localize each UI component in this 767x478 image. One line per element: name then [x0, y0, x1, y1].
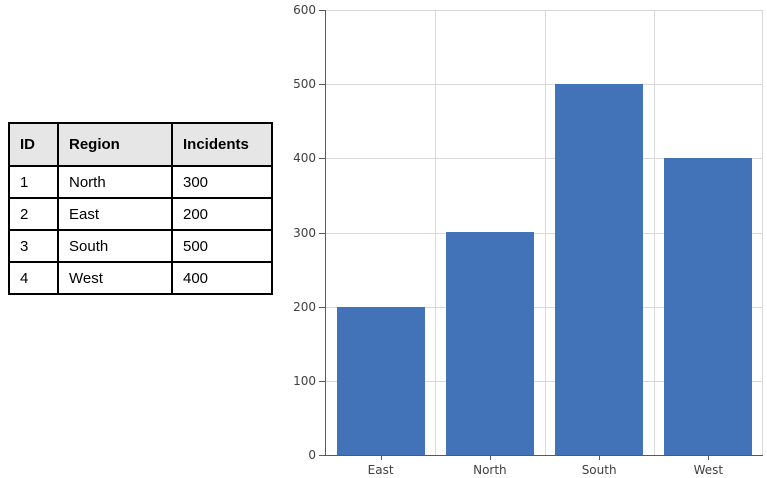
table-row: 3 South 500: [8, 229, 273, 263]
x-axis-label: North: [473, 463, 507, 477]
y-axis-label: 600: [293, 3, 316, 17]
table-row: 2 East 200: [8, 197, 273, 231]
y-axis-label: 100: [293, 374, 316, 388]
y-axis-tick: [319, 381, 326, 382]
table-cell: 500: [171, 229, 273, 263]
gridline-vertical: [762, 10, 763, 455]
table-cell: 400: [171, 261, 273, 295]
table-cell: North: [57, 165, 173, 199]
x-axis-label: East: [367, 463, 394, 477]
gridline-vertical: [654, 10, 655, 455]
table-cell: 2: [8, 197, 59, 231]
incidents-table: ID Region Incidents 1 North 300 2 East 200 3 Sout…: [8, 122, 273, 295]
gridline-horizontal: [326, 84, 763, 85]
table-cell: 300: [171, 165, 273, 199]
table-cell: 200: [171, 197, 273, 231]
gridline-vertical: [545, 10, 546, 455]
y-axis-label: 200: [293, 300, 316, 314]
gridline-horizontal: [326, 10, 763, 11]
y-axis-tick: [319, 233, 326, 234]
x-axis-tick: [599, 455, 600, 460]
table-cell: South: [57, 229, 173, 263]
bar-west: [664, 158, 753, 455]
column-header-incidents: Incidents: [171, 122, 273, 167]
bar-south: [555, 84, 644, 455]
y-axis-label: 500: [293, 77, 316, 91]
y-axis-tick: [319, 158, 326, 159]
incidents-table-body: 1 North 300 2 East 200 3 South 500 4 West 400: [8, 165, 273, 295]
y-axis-tick: [319, 455, 326, 456]
x-axis-tick: [708, 455, 709, 460]
incidents-table-header: ID Region Incidents: [8, 122, 273, 167]
table-cell: West: [57, 261, 173, 295]
bar-chart-plot-area: 0 100 200 300 400 500 600 East North South West: [293, 3, 763, 477]
gridline-horizontal: [326, 158, 763, 159]
column-header-id: ID: [8, 122, 59, 167]
table-cell: 4: [8, 261, 59, 295]
column-header-region: Region: [57, 122, 173, 167]
table-row: 4 West 400: [8, 261, 273, 295]
y-axis-tick: [319, 84, 326, 85]
header-row: ID Region Incidents: [8, 122, 273, 167]
y-axis-tick: [319, 10, 326, 11]
gridline-horizontal: [326, 381, 763, 382]
x-axis-tick: [490, 455, 491, 460]
x-axis-label: South: [581, 463, 617, 477]
y-axis-label: 400: [293, 151, 316, 165]
table-row: 1 North 300: [8, 165, 273, 199]
x-axis-tick: [381, 455, 382, 460]
table-cell: 1: [8, 165, 59, 199]
y-axis-tick: [319, 307, 326, 308]
gridline-vertical: [435, 10, 436, 455]
y-axis-label: 300: [293, 226, 316, 240]
x-axis-label: West: [693, 463, 724, 477]
bar-north: [445, 232, 534, 455]
gridline-horizontal: [326, 307, 763, 308]
y-axis-label: 0: [308, 448, 316, 462]
gridline-horizontal: [326, 233, 763, 234]
table-cell: East: [57, 197, 173, 231]
bar-east: [336, 307, 425, 455]
table-cell: 3: [8, 229, 59, 263]
